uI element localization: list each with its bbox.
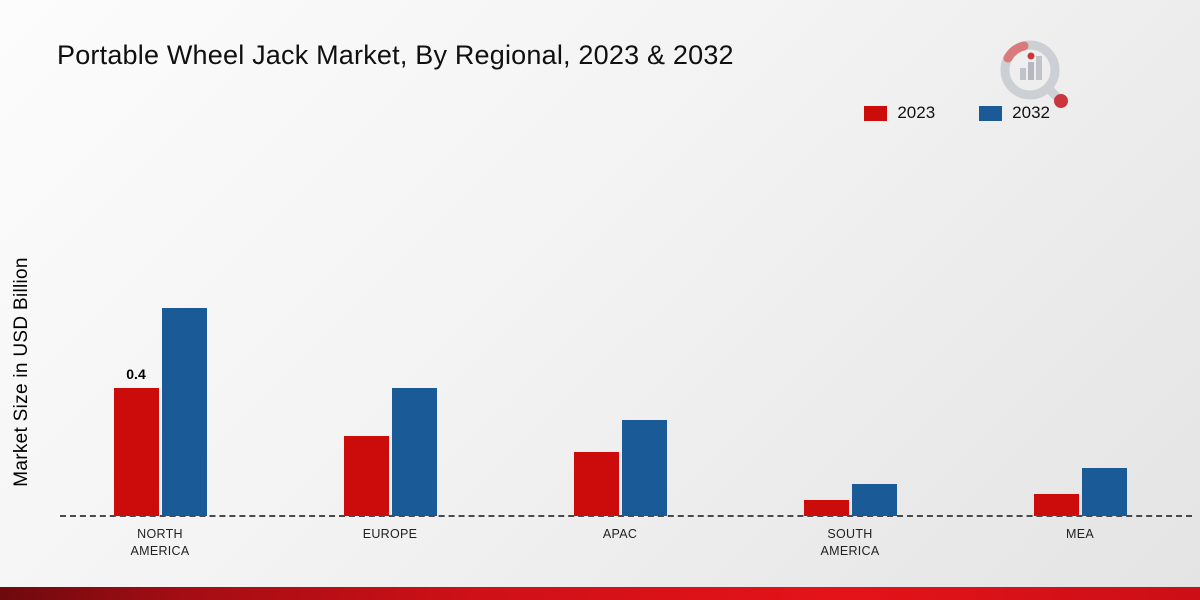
bar-2023-south-america bbox=[803, 500, 849, 516]
bar-2032-north-america bbox=[161, 308, 207, 516]
bar-value-label: 0.4 bbox=[126, 366, 146, 382]
bar-2023-north-america: 0.4 bbox=[113, 366, 159, 516]
chart-title: Portable Wheel Jack Market, By Regional,… bbox=[57, 40, 734, 70]
category-label: EUROPE bbox=[362, 527, 418, 541]
bar-2032-south-america bbox=[851, 484, 897, 516]
y-axis-title: Market Size in USD Billion bbox=[11, 257, 32, 487]
legend: 2023 2032 bbox=[864, 103, 1050, 123]
footer-accent-bar bbox=[0, 587, 1200, 600]
bar-group-apac: APAC bbox=[505, 116, 735, 541]
category-label: SOUTH AMERICA bbox=[820, 527, 880, 558]
bars bbox=[343, 388, 437, 516]
legend-label-2032: 2032 bbox=[1012, 103, 1050, 122]
bar-2032-europe bbox=[391, 388, 437, 516]
bar-2023-europe bbox=[343, 436, 389, 516]
bar-2023-apac bbox=[573, 452, 619, 516]
legend-swatch-2023 bbox=[864, 105, 888, 121]
legend-item-2023: 2023 bbox=[864, 103, 935, 123]
category-label: MEA bbox=[1066, 527, 1094, 541]
legend-item-2032: 2032 bbox=[979, 103, 1050, 123]
legend-label-2023: 2023 bbox=[897, 103, 936, 122]
legend-swatch-2032 bbox=[979, 105, 1003, 121]
plot-area: 0.4 NORTH AMERICA EUROPE APAC SOUTH AMERICA M… bbox=[45, 116, 1195, 558]
bar-group-south-america: SOUTH AMERICA bbox=[735, 116, 965, 558]
x-axis-baseline bbox=[60, 515, 1192, 517]
bars: 0.4 bbox=[113, 308, 207, 516]
bar-2032-apac bbox=[621, 420, 667, 516]
bar-group-north-america: 0.4 NORTH AMERICA bbox=[45, 116, 275, 558]
bar-group-mea: MEA bbox=[965, 116, 1195, 541]
category-label: NORTH AMERICA bbox=[130, 527, 190, 558]
category-label: APAC bbox=[602, 527, 638, 541]
market-research-logo-icon bbox=[1000, 40, 1068, 108]
bars bbox=[1033, 468, 1127, 516]
bar-group-europe: EUROPE bbox=[275, 116, 505, 541]
bar-2023-mea bbox=[1033, 494, 1079, 516]
bar-2032-mea bbox=[1081, 468, 1127, 516]
bars bbox=[573, 420, 667, 516]
bars bbox=[803, 484, 897, 516]
